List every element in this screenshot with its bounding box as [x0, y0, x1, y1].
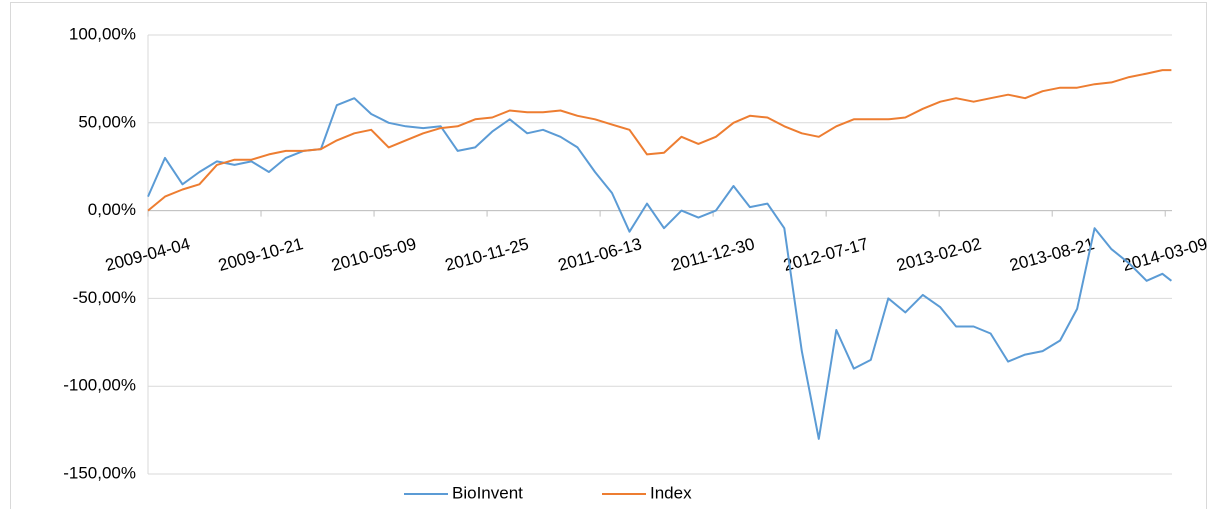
y-tick-label: -150,00% — [63, 463, 136, 482]
y-tick-label: 0,00% — [88, 200, 136, 219]
y-tick-label: -100,00% — [63, 376, 136, 395]
legend-label: Index — [650, 483, 692, 502]
y-tick-label: 100,00% — [69, 24, 136, 43]
y-tick-label: 50,00% — [78, 112, 136, 131]
chart-border — [10, 2, 1207, 509]
data-line — [147, 69, 1172, 212]
y-tick-label: -50,00% — [73, 288, 136, 307]
legend-label: BioInvent — [452, 483, 523, 502]
